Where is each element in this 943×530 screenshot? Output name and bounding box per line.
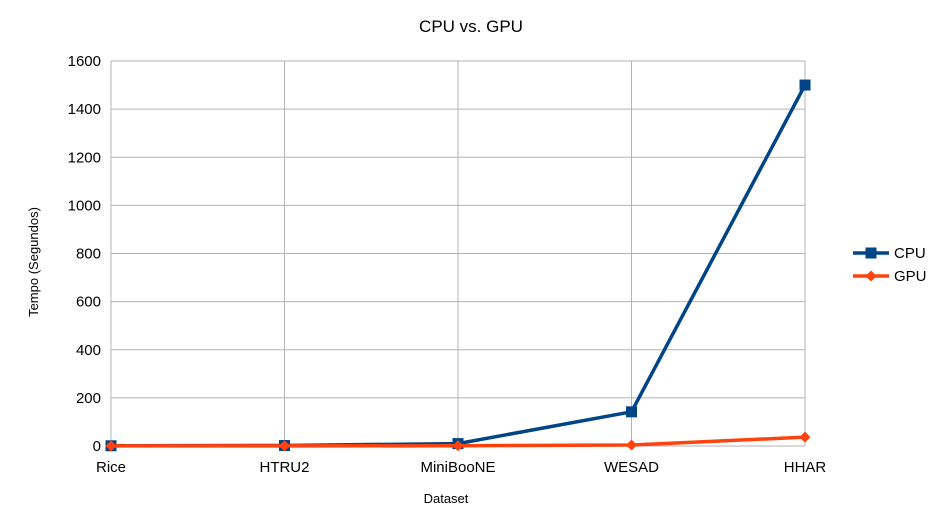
data-point bbox=[105, 440, 117, 452]
x-axis-ticks: Rice HTRU2 MiniBooNE WESAD HHAR bbox=[96, 459, 826, 476]
legend-marker bbox=[865, 270, 877, 282]
data-point bbox=[626, 439, 637, 451]
series bbox=[105, 79, 811, 452]
legend: CPU GPU bbox=[853, 245, 927, 285]
series-gpu bbox=[105, 431, 811, 452]
legend-marker bbox=[865, 247, 877, 259]
data-point bbox=[452, 440, 464, 452]
y-tick-label: 0 bbox=[93, 438, 101, 455]
x-tick-label: MiniBooNE bbox=[420, 459, 495, 476]
y-tick-label: 1200 bbox=[68, 149, 101, 166]
y-tick-label: 400 bbox=[76, 342, 101, 359]
y-axis-label: Tempo (Segundos) bbox=[26, 207, 41, 317]
data-point bbox=[799, 79, 811, 91]
y-tick-label: 1000 bbox=[68, 197, 101, 214]
y-tick-label: 800 bbox=[76, 246, 101, 263]
x-tick-label: Rice bbox=[96, 459, 126, 476]
x-tick-label: WESAD bbox=[604, 459, 659, 476]
legend-entry-gpu: GPU bbox=[853, 268, 927, 285]
y-tick-label: 1400 bbox=[68, 101, 101, 118]
grid bbox=[110, 60, 806, 447]
data-point bbox=[626, 406, 637, 418]
y-axis-ticks: 0 200 400 600 800 1000 1200 1400 1600 bbox=[68, 53, 101, 455]
legend-label: CPU bbox=[894, 245, 926, 262]
y-tick-label: 1600 bbox=[68, 53, 101, 70]
data-point bbox=[799, 431, 811, 443]
x-tick-label: HTRU2 bbox=[259, 459, 309, 476]
data-point bbox=[279, 440, 290, 452]
y-tick-label: 600 bbox=[76, 294, 101, 311]
chart-title: CPU vs. GPU bbox=[419, 17, 523, 36]
legend-entry-cpu: CPU bbox=[853, 245, 926, 262]
legend-label: GPU bbox=[894, 268, 927, 285]
x-axis-label: Dataset bbox=[424, 491, 469, 506]
x-tick-label: HHAR bbox=[784, 459, 827, 476]
y-tick-label: 200 bbox=[76, 390, 101, 407]
